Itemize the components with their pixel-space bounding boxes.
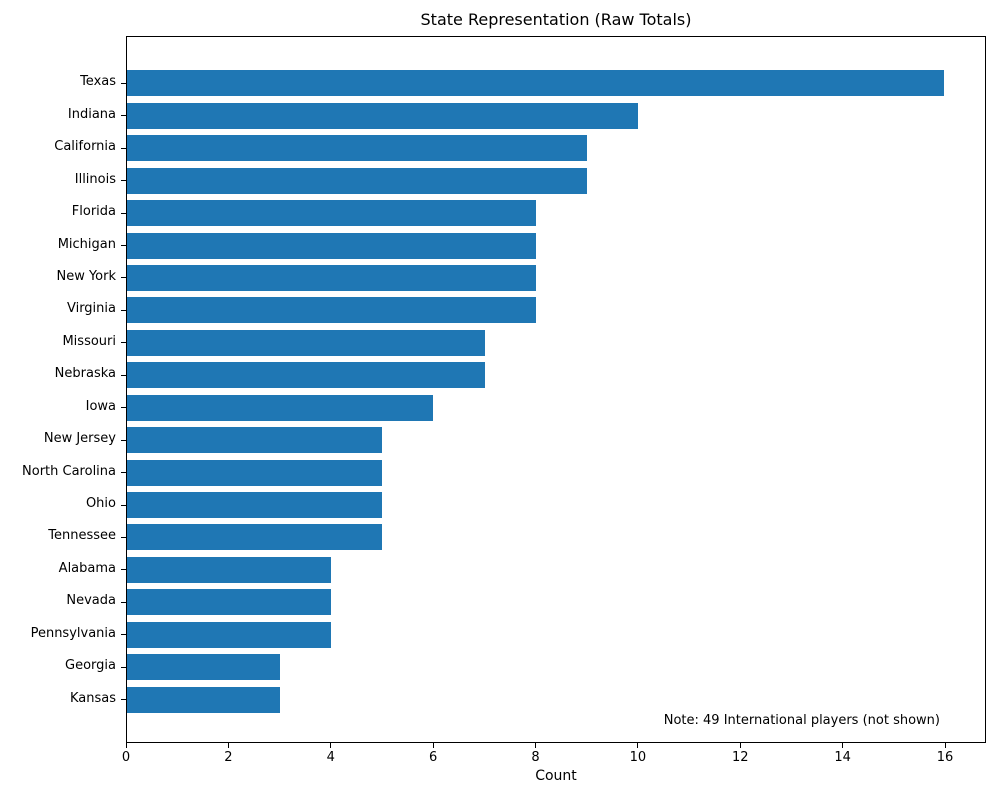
bar-virginia bbox=[127, 297, 536, 324]
x-tick-mark bbox=[227, 743, 229, 748]
bar-nebraska bbox=[127, 362, 485, 389]
y-tick-label: Michigan bbox=[57, 236, 116, 252]
y-tick-label: Florida bbox=[71, 204, 116, 220]
bar-florida bbox=[127, 200, 536, 227]
y-tick-mark bbox=[121, 180, 126, 182]
bar-alabama bbox=[127, 556, 332, 583]
bar-missouri bbox=[127, 329, 485, 356]
bar-michigan bbox=[127, 232, 536, 259]
y-tick-mark bbox=[121, 115, 126, 117]
y-tick-label: Virginia bbox=[66, 301, 116, 317]
bar-kansas bbox=[127, 686, 281, 713]
bar-texas bbox=[127, 70, 945, 97]
bar-ohio bbox=[127, 492, 383, 519]
y-tick-mark bbox=[121, 407, 126, 409]
y-tick-label: Alabama bbox=[58, 560, 116, 576]
x-tick-mark bbox=[739, 743, 741, 748]
y-tick-label: California bbox=[54, 139, 116, 155]
y-tick-mark bbox=[121, 472, 126, 474]
y-tick-label: New York bbox=[56, 268, 116, 284]
bar-georgia bbox=[127, 654, 281, 681]
x-tick-label: 2 bbox=[224, 750, 233, 765]
bar-tennessee bbox=[127, 524, 383, 551]
y-tick-mark bbox=[121, 147, 126, 149]
y-tick-label: Indiana bbox=[67, 106, 116, 122]
y-tick-label: Iowa bbox=[85, 398, 116, 414]
y-tick-mark bbox=[121, 666, 126, 668]
y-tick-mark bbox=[121, 439, 126, 441]
x-tick-label: 12 bbox=[732, 750, 749, 765]
y-tick-mark bbox=[121, 342, 126, 344]
bar-california bbox=[127, 135, 587, 162]
y-tick-label: Pennsylvania bbox=[30, 625, 116, 641]
y-tick-mark bbox=[121, 536, 126, 538]
y-tick-mark bbox=[121, 309, 126, 311]
y-tick-mark bbox=[121, 601, 126, 603]
y-tick-label: Illinois bbox=[74, 171, 116, 187]
y-tick-mark bbox=[121, 82, 126, 84]
x-tick-mark bbox=[842, 743, 844, 748]
bar-north-carolina bbox=[127, 459, 383, 486]
y-tick-label: Tennessee bbox=[48, 528, 116, 544]
x-tick-label: 14 bbox=[834, 750, 851, 765]
y-tick-mark bbox=[121, 245, 126, 246]
x-tick-label: 4 bbox=[326, 750, 335, 765]
y-tick-label: Nevada bbox=[66, 593, 116, 609]
x-tick-mark bbox=[432, 743, 434, 748]
x-axis-label: Count bbox=[535, 768, 577, 784]
bar-new-jersey bbox=[127, 427, 383, 454]
chart-title: State Representation (Raw Totals) bbox=[420, 10, 692, 29]
x-tick-mark bbox=[944, 743, 946, 748]
x-tick-mark bbox=[330, 743, 332, 748]
x-tick-label: 16 bbox=[936, 750, 954, 765]
bar-nevada bbox=[127, 589, 332, 616]
x-tick-label: 10 bbox=[629, 750, 647, 765]
y-tick-label: Missouri bbox=[62, 333, 116, 349]
x-tick-mark bbox=[637, 743, 639, 748]
y-tick-mark bbox=[121, 374, 126, 376]
x-tick-mark bbox=[125, 743, 127, 748]
x-tick-label: 8 bbox=[531, 750, 540, 765]
bar-indiana bbox=[127, 102, 638, 129]
y-tick-label: Ohio bbox=[85, 496, 116, 512]
bar-new-york bbox=[127, 264, 536, 291]
bar-pennsylvania bbox=[127, 621, 332, 648]
y-tick-label: Kansas bbox=[69, 690, 116, 706]
x-tick-label: 0 bbox=[121, 750, 131, 765]
y-tick-label: Texas bbox=[80, 74, 116, 90]
plot-area bbox=[121, 36, 986, 743]
y-tick-label: Nebraska bbox=[54, 366, 116, 382]
y-tick-mark bbox=[121, 699, 126, 701]
y-tick-mark bbox=[121, 277, 126, 279]
y-tick-label: New Jersey bbox=[43, 431, 116, 447]
y-tick-mark bbox=[121, 569, 126, 571]
y-tick-mark bbox=[121, 634, 126, 636]
x-tick-label: 6 bbox=[429, 750, 438, 765]
y-tick-mark bbox=[121, 212, 126, 214]
x-tick-mark bbox=[535, 743, 537, 748]
y-tick-label: North Carolina bbox=[22, 463, 116, 479]
note-annotation: Note: 49 International players (not show… bbox=[663, 713, 940, 728]
bar-iowa bbox=[127, 394, 434, 421]
bar-illinois bbox=[127, 167, 587, 194]
y-tick-label: Georgia bbox=[65, 658, 116, 674]
y-tick-mark bbox=[121, 504, 126, 506]
